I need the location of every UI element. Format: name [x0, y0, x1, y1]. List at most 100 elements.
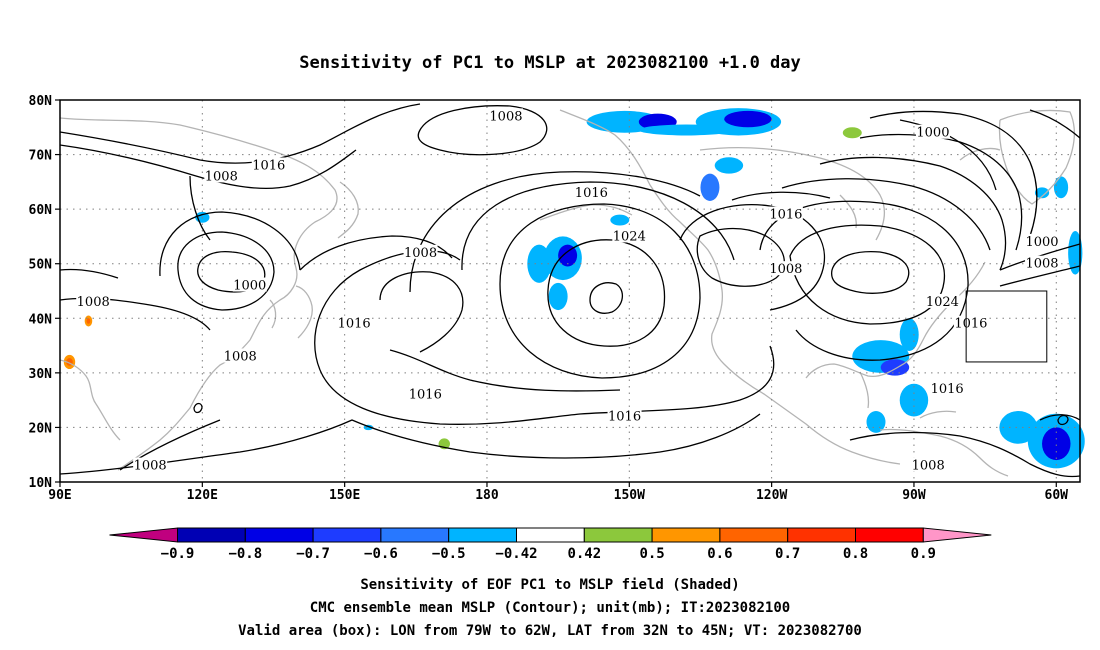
- colorbar-tick-label-5: −0.42: [495, 546, 537, 562]
- map-frame: [59, 99, 1081, 483]
- contour-label-12: 1008: [77, 295, 110, 310]
- colorbar-segment-9: [719, 527, 789, 543]
- shaded-region-23: [1053, 176, 1069, 199]
- contour-label-bg-5: [768, 206, 803, 221]
- lon-tick-label-90: 90E: [48, 488, 71, 503]
- contour-label-10: 1008: [1025, 257, 1058, 272]
- chart-title: Sensitivity of PC1 to MSLP at 2023082100…: [299, 53, 801, 73]
- caption-line-3: Valid area (box): LON from 79W to 62W, L…: [238, 623, 862, 639]
- shaded-region-11: [610, 214, 630, 226]
- lat-tick-label-40: 40N: [29, 312, 53, 327]
- lon-tick-label-240: 120W: [756, 488, 787, 503]
- shaded-region-29: [86, 318, 91, 324]
- contour-label-bg-12: [76, 293, 111, 308]
- shaded-region-18: [899, 318, 919, 352]
- contour-label-bg-6: [612, 228, 647, 243]
- colorbar-tick-label-2: −0.7: [296, 546, 330, 562]
- contour-label-17: 1016: [409, 388, 442, 403]
- contour-label-8: 1008: [769, 262, 802, 277]
- colorbar-tick-label-1: −0.8: [228, 546, 262, 562]
- colorbar-tick-label-7: 0.5: [639, 546, 664, 562]
- colorbar-tick-label-4: −0.5: [432, 546, 466, 562]
- shaded-region-22: [1068, 230, 1083, 275]
- colorbar-segment-5: [448, 527, 518, 543]
- colorbar-segment-8: [651, 527, 721, 543]
- map-background: [60, 100, 1080, 482]
- colorbar-segment-1: [177, 527, 246, 543]
- contour-label-bg-3: [574, 184, 609, 199]
- shaded-region-21: [1042, 427, 1071, 461]
- contour-label-bg-15: [953, 315, 988, 330]
- contour-label-bg-14: [337, 315, 372, 330]
- shaded-region-15: [880, 359, 910, 376]
- contour-labels: 1008 1016 1008 1016 1000 1016 1024 1008 1008 1000…: [76, 108, 1060, 474]
- map-panel: 1008 1016 1008 1016 1000 1016 1024 1008 1008 1000…: [29, 94, 1085, 503]
- contour-label-bg-16: [223, 348, 258, 363]
- coastlines: [59, 109, 1076, 477]
- colorbar-tick-label-3: −0.6: [364, 546, 398, 562]
- colorbar-tick-label-8: 0.6: [707, 546, 732, 562]
- contour-label-19: 1016: [608, 410, 641, 425]
- valid-area-box: [965, 290, 1048, 363]
- lon-tick-label-150: 150E: [329, 488, 360, 503]
- shaded-region-8: [558, 244, 578, 267]
- contour-label-bg-21: [911, 457, 946, 472]
- contour-label-3: 1016: [575, 186, 608, 201]
- colorbar-tick-label-6: 0.42: [567, 546, 601, 562]
- contour-label-2: 1008: [205, 169, 238, 184]
- contour-label-11: 1000: [233, 279, 266, 294]
- colorbar-segment-11: [855, 527, 924, 543]
- colorbar-tick-label-11: 0.9: [911, 546, 936, 562]
- lat-tick-label-60: 60N: [29, 203, 53, 218]
- contour-label-bg-19: [607, 408, 642, 423]
- caption-line-1: Sensitivity of EOF PC1 to MSLP field (Sh…: [360, 577, 739, 593]
- contour-label-16: 1008: [224, 349, 257, 364]
- contour-label-13: 1024: [926, 295, 959, 310]
- colorbar-segment-6: [516, 527, 585, 543]
- lat-tick-label-80: 80N: [29, 94, 53, 109]
- contour-label-bg-9: [1025, 233, 1060, 248]
- contour-label-9: 1000: [1025, 235, 1058, 250]
- lon-tick-label-270: 90W: [902, 488, 926, 503]
- caption-block: Sensitivity of EOF PC1 to MSLP field (Sh…: [238, 577, 862, 639]
- contour-label-bg-18: [930, 381, 965, 396]
- contour-label-21: 1008: [912, 459, 945, 474]
- colorbar-arrow-high: [922, 527, 992, 543]
- lon-tick-label-210: 150W: [614, 488, 645, 503]
- contour-label-1: 1016: [252, 158, 285, 173]
- colorbar-tick-label-9: 0.7: [775, 546, 800, 562]
- colorbar-arrow-low: [109, 527, 178, 543]
- contour-label-bg-13: [925, 293, 960, 308]
- colorbar-segment-7: [583, 527, 653, 543]
- contour-label-14: 1016: [338, 317, 371, 332]
- contour-label-5: 1016: [769, 208, 802, 223]
- shaded-region-24: [1034, 187, 1050, 199]
- contour-label-4: 1000: [916, 126, 949, 141]
- contour-label-20: 1008: [134, 459, 167, 474]
- sensitivity-shading: [63, 108, 1085, 469]
- shaded-region-19: [999, 411, 1038, 444]
- contour-label-bg-11: [232, 277, 267, 292]
- contour-label-18: 1016: [931, 382, 964, 397]
- caption-line-2: CMC ensemble mean MSLP (Contour); unit(m…: [310, 600, 790, 616]
- shaded-region-6: [714, 157, 744, 174]
- shaded-region-3: [724, 110, 772, 128]
- lat-tick-label-20: 20N: [29, 421, 53, 436]
- contour-label-bg-0: [488, 108, 523, 123]
- contour-label-7: 1008: [404, 246, 437, 261]
- shaded-region-10: [548, 282, 568, 311]
- shaded-region-5: [700, 173, 720, 201]
- shaded-region-17: [866, 411, 886, 433]
- lon-tick-label-300: 60W: [1045, 488, 1069, 503]
- colorbar-tick-label-0: −0.9: [161, 546, 195, 562]
- colorbar-segment-10: [787, 527, 857, 543]
- shaded-region-25: [842, 127, 862, 139]
- contour-label-bg-20: [133, 457, 168, 472]
- contour-label-15: 1016: [954, 317, 987, 332]
- contour-label-bg-1: [251, 157, 286, 172]
- lat-tick-label-50: 50N: [29, 258, 53, 273]
- lat-tick-label-10: 10N: [29, 476, 53, 491]
- lat-lon-grid: [60, 100, 1080, 482]
- contour-label-bg-17: [408, 386, 443, 401]
- contour-label-0: 1008: [489, 109, 522, 124]
